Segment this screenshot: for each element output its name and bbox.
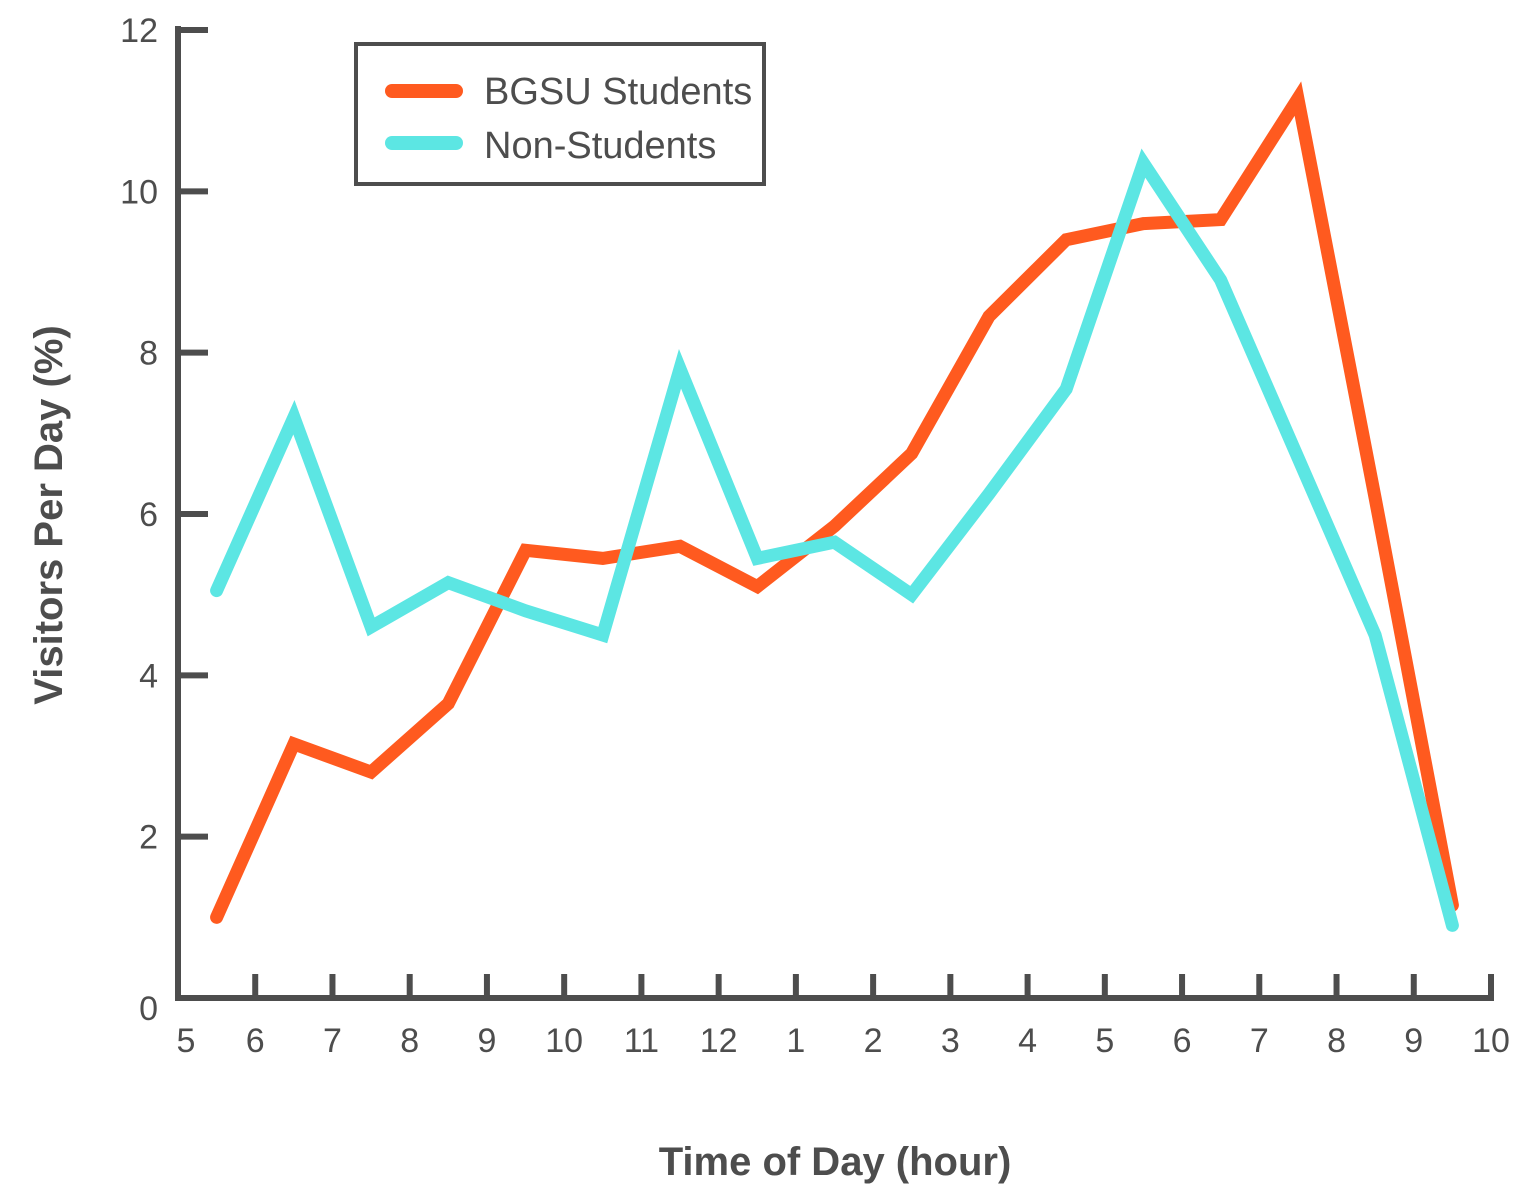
y-tick-label: 8 [139,335,158,373]
legend-label-non-students: Non-Students [484,125,716,167]
x-tick-label: 1 [786,1022,805,1060]
x-tick-label: 6 [246,1022,265,1060]
x-tick-label: 11 [624,1022,659,1060]
y-axis-label: Visitors Per Day (%) [27,325,71,704]
x-tick-label: 2 [864,1022,883,1060]
x-tick-label: 5 [1095,1022,1114,1060]
series-group [210,81,1459,932]
legend-box [354,42,766,186]
x-tick-label: 7 [1250,1022,1269,1060]
x-tick-label: 7 [323,1022,342,1060]
y-tick-label: 2 [139,819,158,857]
x-tick-label: 10 [1472,1022,1510,1060]
y-tick-label: 6 [139,496,158,534]
x-tick-label: 5 [177,1022,196,1060]
x-tick-label: 9 [1404,1022,1423,1060]
series-line-non-students [210,148,1459,932]
series-line-bgsu-students [210,81,1459,924]
x-tick-label: 9 [477,1022,496,1060]
x-tick-label: 10 [545,1022,583,1060]
legend: BGSU Students Non-Students [354,42,766,186]
x-tick-label: 12 [700,1022,738,1060]
x-tick-label: 3 [941,1022,960,1060]
legend-label-bgsu-students: BGSU Students [484,71,752,113]
x-tick-label: 8 [400,1022,419,1060]
y-tick-label: 0 [139,990,158,1028]
x-tick-label: 6 [1173,1022,1192,1060]
y-tick-label: 12 [120,12,158,50]
x-tick-label: 8 [1327,1022,1346,1060]
x-tick-label: 4 [1018,1022,1037,1060]
y-tick-label: 4 [139,657,158,695]
y-tick-label: 10 [120,173,158,211]
x-axis-label: Time of Day (hour) [659,1140,1012,1184]
